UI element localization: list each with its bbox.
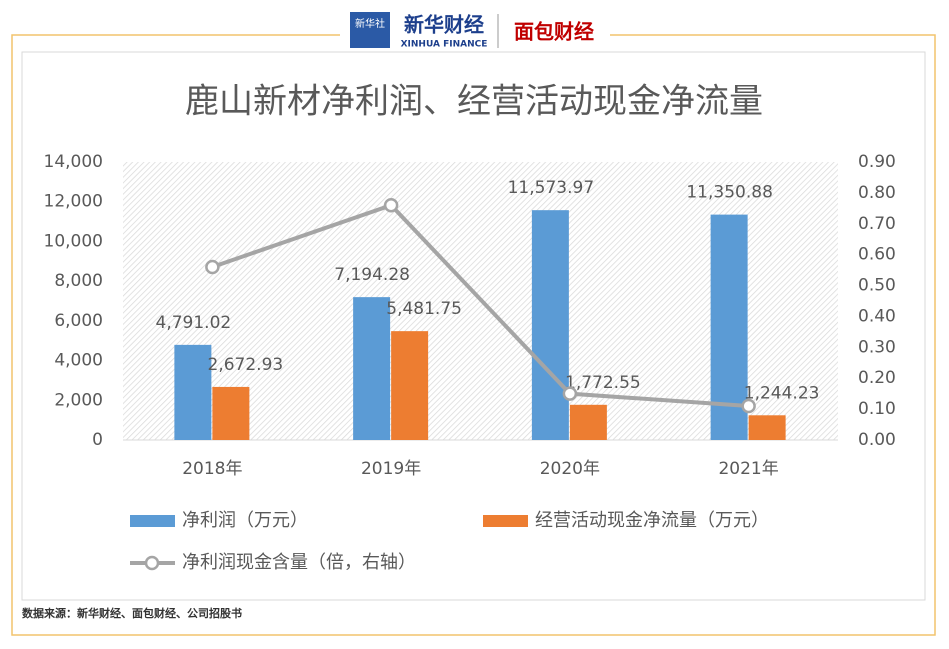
value-label: 4,791.02 xyxy=(156,313,232,333)
y-tick-label: 6,000 xyxy=(54,311,103,331)
line-marker xyxy=(741,398,756,414)
plot-frame xyxy=(21,51,926,601)
legend-swatch xyxy=(483,515,528,527)
y-tick-label: 12,000 xyxy=(44,192,103,212)
line-marker xyxy=(562,386,578,401)
logo2-sub: XINHUA FINANCE xyxy=(401,40,488,50)
legend-swatch xyxy=(130,515,175,527)
value-label: 7,194.28 xyxy=(334,265,410,285)
bar xyxy=(391,331,429,440)
y2-tick-label: 0.20 xyxy=(858,368,896,388)
value-label: 1,772.55 xyxy=(565,373,641,393)
x-tick-label: 2021年 xyxy=(718,459,778,479)
value-label: 5,481.75 xyxy=(386,299,462,319)
value-label: 2,672.93 xyxy=(208,355,284,375)
x-tick-label: 2018年 xyxy=(182,459,242,479)
legend-marker xyxy=(144,555,160,571)
y2-tick-label: 0.70 xyxy=(858,214,896,234)
line-marker xyxy=(383,197,399,213)
legend-label: 经营活动现金净流量（万元） xyxy=(535,510,769,531)
y2-tick-label: 0.00 xyxy=(858,430,896,450)
y-tick-label: 10,000 xyxy=(44,231,103,251)
logo2: 新华财经 xyxy=(404,13,484,37)
value-label: 11,573.97 xyxy=(508,178,595,198)
value-label: 1,244.23 xyxy=(744,383,820,403)
y-tick-label: 0 xyxy=(92,430,103,450)
bar xyxy=(353,297,391,440)
bar xyxy=(174,344,212,440)
y2-tick-label: 0.90 xyxy=(858,152,896,172)
y-tick-label: 8,000 xyxy=(54,271,103,291)
logo3: 面包财经 xyxy=(514,20,594,44)
frame xyxy=(11,34,936,636)
logo-box xyxy=(350,12,390,48)
x-tick-label: 2019年 xyxy=(361,459,421,479)
line xyxy=(211,202,749,409)
y-tick-label: 2,000 xyxy=(54,390,103,410)
bar xyxy=(748,415,786,440)
bar xyxy=(569,404,607,440)
y-tick-label: 4,000 xyxy=(54,351,103,371)
bar xyxy=(212,386,250,440)
y-tick-label: 14,000 xyxy=(44,152,103,172)
y2-tick-label: 0.10 xyxy=(858,399,896,419)
logo1: 新华社 xyxy=(355,17,385,30)
y2-tick-label: 0.50 xyxy=(858,276,896,296)
chart-title: 鹿山新材净利润、经营活动现金净流量 xyxy=(185,82,763,122)
legend-label: 净利润现金含量（倍，右轴） xyxy=(182,552,416,573)
y2-tick-label: 0.80 xyxy=(858,183,896,203)
legend-label: 净利润（万元） xyxy=(182,510,308,531)
y2-tick-label: 0.60 xyxy=(858,245,896,265)
bar xyxy=(531,210,569,440)
value-label: 11,350.88 xyxy=(686,183,773,203)
y2-tick-label: 0.40 xyxy=(858,306,896,326)
source: 数据来源：新华财经、面包财经、公司招股书 xyxy=(22,606,242,620)
y2-tick-label: 0.30 xyxy=(858,337,896,357)
line-marker xyxy=(205,259,220,275)
x-tick-label: 2020年 xyxy=(540,459,600,479)
